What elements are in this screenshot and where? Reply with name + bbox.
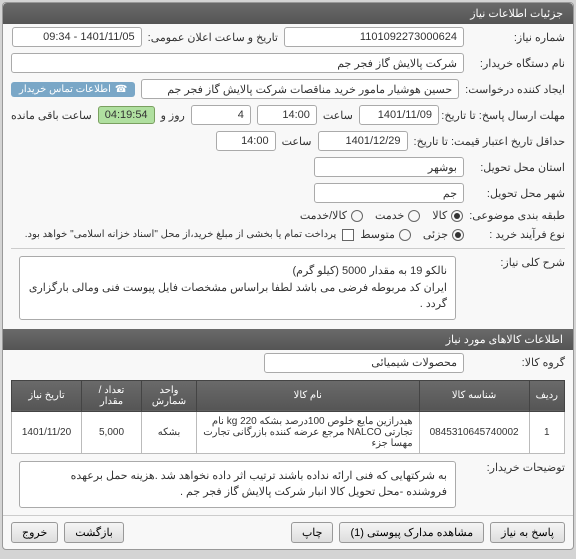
city-field: جم (314, 183, 464, 203)
need-desc-box: نالکو 19 به مقدار 5000 (کیلو گرم) ایران … (19, 256, 456, 320)
row-group: گروه کالا: محصولات شیمیائی (3, 350, 573, 376)
row-proc: نوع فرآیند خرید : جزئی متوسط پرداخت تمام… (3, 225, 573, 244)
deadline-label: مهلت ارسال پاسخ: تا تاریخ: (445, 109, 565, 122)
cell-qty: 5,000 (82, 411, 142, 453)
need-desc-label: شرح کلی نیاز: (470, 256, 565, 269)
back-button[interactable]: بازگشت (64, 522, 124, 543)
remain-days-label: روز و (161, 109, 185, 122)
radio-medium[interactable]: متوسط (360, 228, 411, 241)
deadline-time: 14:00 (257, 105, 317, 125)
buyer-note-label: توضیحات خریدار: (470, 461, 565, 474)
cell-idx: 1 (529, 411, 564, 453)
contact-info-button[interactable]: اطلاعات تماس خریدار (11, 82, 135, 97)
separator (11, 248, 565, 249)
print-button[interactable]: چاپ (291, 522, 334, 543)
radio-gs-icon (351, 210, 363, 222)
group-label: گروه کالا: (470, 356, 565, 369)
province-label: استان محل تحویل: (470, 161, 565, 174)
cell-name: هیدرازین مایع خلوص 100درصد بشکه 220 kg ن… (197, 411, 420, 453)
col-code: شناسه کالا (419, 380, 529, 411)
radio-partial[interactable]: جزئی (423, 228, 464, 241)
validity-date: 1401/12/29 (318, 131, 408, 151)
row-requester: ایجاد کننده درخواست: حسین هوشیار مامور خ… (3, 76, 573, 102)
announce-field: 1401/11/05 - 09:34 (12, 27, 142, 47)
exit-button[interactable]: خروج (11, 522, 58, 543)
city-label: شهر محل تحویل: (470, 187, 565, 200)
reply-button[interactable]: پاسخ به نیاز (490, 522, 565, 543)
treasury-checkbox[interactable] (342, 229, 354, 241)
row-need-desc: شرح کلی نیاز: نالکو 19 به مقدار 5000 (کی… (3, 253, 573, 323)
group-field: محصولات شیمیائی (264, 353, 464, 373)
buyer-org-label: نام دستگاه خریدار: (470, 57, 565, 70)
radio-partial-label: جزئی (423, 228, 448, 241)
col-name: نام کالا (197, 380, 420, 411)
remain-days: 4 (191, 105, 251, 125)
radio-service[interactable]: خدمت (375, 209, 420, 222)
main-panel: جزئیات اطلاعات نیاز شماره نیاز: 11010922… (2, 2, 574, 550)
row-category: طبقه بندی موضوعی: کالا خدمت کالا/خدمت (3, 206, 573, 225)
deadline-date: 1401/11/09 (359, 105, 439, 125)
remain-timer: 04:19:54 (98, 106, 155, 124)
button-row: پاسخ به نیاز مشاهده مدارک پیوستی (1) چاپ… (3, 515, 573, 549)
row-validity: حداقل تاریخ اعتبار قیمت: تا تاریخ: 1401/… (3, 128, 573, 154)
proc-label: نوع فرآیند خرید : (470, 228, 565, 241)
row-need-no: شماره نیاز: 1101092273000624 تاریخ و ساع… (3, 24, 573, 50)
col-date: تاریخ نیاز (12, 380, 82, 411)
radio-service-icon (408, 210, 420, 222)
panel-title: جزئیات اطلاعات نیاز (3, 3, 573, 24)
remain-label: ساعت باقی مانده (11, 109, 92, 122)
items-table: ردیف شناسه کالا نام کالا واحد شمارش تعدا… (11, 380, 565, 454)
buyer-org-field: شرکت پالایش گاز فجر جم (11, 53, 464, 73)
time-label-2: ساعت (282, 135, 312, 148)
row-deadline: مهلت ارسال پاسخ: تا تاریخ: 1401/11/09 سا… (3, 102, 573, 128)
validity-time: 14:00 (216, 131, 276, 151)
col-unit: واحد شمارش (142, 380, 197, 411)
need-no-field: 1101092273000624 (284, 27, 464, 47)
validity-label: حداقل تاریخ اعتبار قیمت: تا تاریخ: (414, 135, 565, 148)
col-idx: ردیف (529, 380, 564, 411)
spacer (130, 522, 285, 543)
row-buyer-note: توضیحات خریدار: به شرکتهایی که فنی ارائه… (3, 458, 573, 511)
requester-field: حسین هوشیار مامور خرید مناقصات شرکت پالا… (141, 79, 459, 99)
radio-goods[interactable]: کالا (432, 209, 463, 222)
radio-goods-service[interactable]: کالا/خدمت (300, 209, 363, 222)
category-label: طبقه بندی موضوعی: (469, 209, 565, 222)
proc-radio-group: جزئی متوسط (360, 228, 464, 241)
category-radio-group: کالا خدمت کالا/خدمت (300, 209, 463, 222)
radio-service-label: خدمت (375, 209, 404, 222)
requester-label: ایجاد کننده درخواست: (465, 83, 565, 96)
radio-medium-icon (399, 229, 411, 241)
province-field: بوشهر (314, 157, 464, 177)
col-qty: تعداد / مقدار (82, 380, 142, 411)
items-header: اطلاعات کالاهای مورد نیاز (3, 329, 573, 350)
cell-date: 1401/11/20 (12, 411, 82, 453)
radio-goods-label: کالا (432, 209, 447, 222)
attachments-button[interactable]: مشاهده مدارک پیوستی (1) (339, 522, 484, 543)
radio-gs-label: کالا/خدمت (300, 209, 347, 222)
row-buyer-org: نام دستگاه خریدار: شرکت پالایش گاز فجر ج… (3, 50, 573, 76)
cell-code: 0845310645740002 (419, 411, 529, 453)
table-row[interactable]: 1 0845310645740002 هیدرازین مایع خلوص 10… (12, 411, 565, 453)
radio-medium-label: متوسط (360, 228, 395, 241)
time-label-1: ساعت (323, 109, 353, 122)
table-header-row: ردیف شناسه کالا نام کالا واحد شمارش تعدا… (12, 380, 565, 411)
buyer-note-box: به شرکتهایی که فنی ارائه نداده باشند ترت… (19, 461, 456, 508)
row-province: استان محل تحویل: بوشهر (3, 154, 573, 180)
radio-partial-icon (452, 229, 464, 241)
announce-label: تاریخ و ساعت اعلان عمومی: (148, 31, 278, 44)
need-no-label: شماره نیاز: (470, 31, 565, 44)
row-city: شهر محل تحویل: جم (3, 180, 573, 206)
proc-note: پرداخت تمام یا بخشی از مبلغ خرید،از محل … (25, 229, 337, 240)
radio-goods-icon (451, 210, 463, 222)
cell-unit: بشکه (142, 411, 197, 453)
